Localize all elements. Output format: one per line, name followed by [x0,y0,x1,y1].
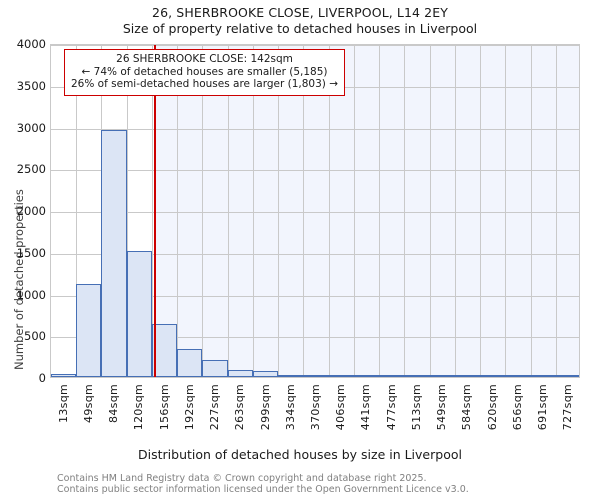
gridline [76,45,77,377]
histogram-bar [177,349,203,377]
gridline [228,45,229,377]
y-axis-tick: 4000 [16,37,46,51]
x-axis-tick: 263sqm [233,384,247,431]
x-axis-tick: 227sqm [208,384,222,431]
histogram-bar [530,375,556,377]
x-axis-tick: 120sqm [132,384,146,431]
x-axis-tick: 656sqm [510,384,524,431]
footer-line-2: Contains public sector information licen… [57,484,469,495]
larger-properties-shaded-region [154,45,579,377]
gridline [127,45,128,377]
gridline [202,45,203,377]
footer-line-1: Contains HM Land Registry data © Crown c… [57,473,427,484]
x-axis-tick: 13sqm [56,384,70,423]
histogram-bar [404,375,430,377]
gridline [253,45,254,377]
x-axis-tick: 370sqm [309,384,322,431]
histogram-bar [379,375,405,377]
chart-plot-area [50,44,580,378]
gridline [455,45,456,377]
gridline [430,45,431,377]
gridline [354,45,355,377]
y-axis-tick: 1500 [16,245,46,260]
x-axis-tick: 584sqm [460,384,474,431]
gridline [404,45,405,377]
histogram-bar [353,375,380,377]
histogram-bar [76,284,102,377]
y-axis-tick: 0 [38,371,46,385]
gridline [51,128,579,130]
gridline [505,45,506,377]
x-axis-tick: 406sqm [334,384,348,431]
gridline [556,45,557,377]
x-axis-tick: 477sqm [384,384,398,431]
y-axis-tick: 500 [24,329,46,344]
property-marker-line [153,45,156,377]
x-axis-tick: 49sqm [81,384,95,423]
x-axis-tick: 192sqm [182,384,196,431]
x-axis-tick: 156sqm [157,384,171,431]
histogram-bar [429,375,455,377]
y-axis-tick: 3500 [16,78,46,93]
y-axis-tick: 3000 [16,120,46,135]
histogram-bar [480,375,506,377]
gridline [51,295,579,297]
chart-subtitle: Size of property relative to detached ho… [122,21,478,36]
gridline [278,45,279,377]
histogram-bar [555,375,579,377]
y-axis-tick-labels: 0 500 1000 1500 2000 2500 3000 3500 4000 [0,0,46,500]
x-axis-tick: 84sqm [107,384,121,423]
gridline [480,45,481,377]
annotation-line-2: ← 74% of detached houses are smaller (5,… [81,65,328,78]
x-axis-tick: 441sqm [359,384,373,431]
annotation-line-3: 26% of semi-detached houses are larger (… [71,78,339,90]
gridline [51,170,579,172]
annotation-line-1: 26 SHERBROOKE CLOSE: 142sqm [116,53,293,65]
gridline [531,45,532,377]
y-axis-tick: 2500 [16,162,46,177]
footer-attribution: Contains HM Land Registry data © Crown c… [57,473,469,495]
gridline [152,45,153,377]
y-axis-tick: 1000 [16,287,46,302]
x-axis-tick-labels: 13sqm 49sqm 84sqm 120sqm 156sqm 192sqm 227sqm 2… [0,384,600,444]
histogram-bar [328,375,354,377]
histogram-bar [505,375,531,377]
histogram-bar [101,129,127,377]
gridline [379,45,380,377]
histogram-bar [454,375,481,377]
property-annotation-box: 26 SHERBROOKE CLOSE: 142sqm ← 74% of det… [64,49,346,96]
histogram-bar [252,371,279,377]
x-axis-tick: 727sqm [561,384,575,431]
x-axis-tick: 549sqm [435,384,449,431]
histogram-bar [151,323,178,377]
histogram-bar [278,375,304,377]
x-axis-tick: 334sqm [283,384,297,431]
histogram-bar [51,373,77,377]
histogram-bar [126,250,152,377]
gridline [329,45,330,377]
x-axis-tick: 513sqm [409,384,423,431]
histogram-bar [227,369,253,377]
x-axis-tick: 691sqm [536,384,550,431]
gridline [51,253,579,255]
histogram-bar [202,360,228,377]
y-axis-tick: 2000 [16,204,46,218]
gridline [177,45,178,377]
page-title: 26, SHERBROOKE CLOSE, LIVERPOOL, L14 2EY [152,5,448,20]
x-axis-tick: 620sqm [485,384,499,431]
histogram-bar [303,375,329,377]
gridline [303,45,304,377]
x-axis-title: Distribution of detached houses by size … [138,447,462,462]
gridline [51,212,579,213]
gridline [51,337,579,339]
gridline [51,45,579,46]
x-axis-tick: 299sqm [258,384,272,431]
